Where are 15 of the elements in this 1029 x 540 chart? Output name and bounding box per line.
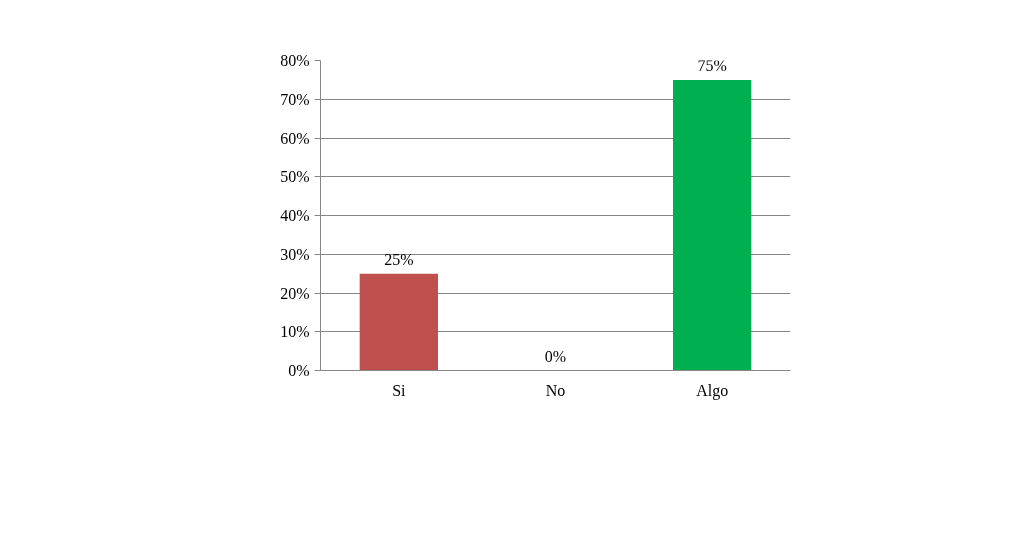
data-label: 0% bbox=[544, 347, 567, 365]
y-tick-label: 10% bbox=[280, 323, 310, 341]
x-tick-label: Algo bbox=[696, 381, 729, 400]
y-tick-label: 40% bbox=[280, 207, 310, 224]
y-tick-label: 20% bbox=[280, 284, 310, 302]
y-tick-label: 30% bbox=[280, 245, 310, 263]
y-tick-label: 50% bbox=[280, 168, 310, 186]
y-tick-label: 80% bbox=[280, 52, 310, 69]
y-tick-label: 70% bbox=[280, 90, 310, 108]
y-tick-label: 0% bbox=[288, 362, 310, 379]
x-tick-label: No bbox=[545, 381, 566, 399]
data-label: 25% bbox=[384, 250, 414, 268]
data-label: 75% bbox=[697, 56, 727, 74]
x-tick-label: Si bbox=[392, 381, 407, 399]
y-tick-label: 60% bbox=[280, 129, 310, 147]
